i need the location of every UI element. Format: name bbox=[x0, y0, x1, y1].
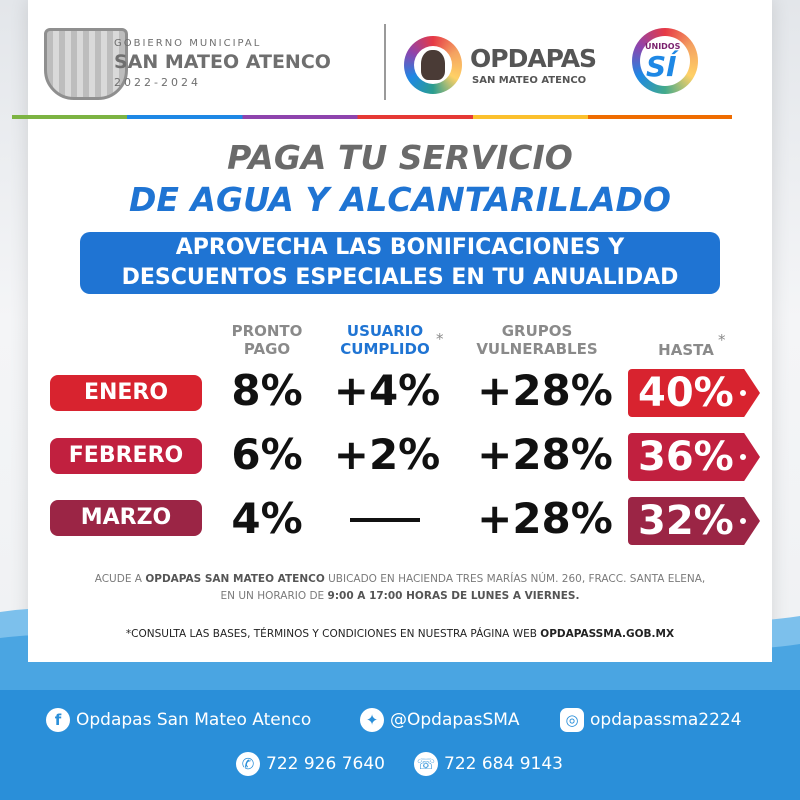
info-address: UBICADO EN HACIENDA TRES MARÍAS NÚM. 260… bbox=[328, 573, 706, 585]
instagram-label: opdapassma2224 bbox=[590, 710, 742, 730]
terms-note: *CONSULTA LAS BASES, TÉRMINOS Y CONDICIO… bbox=[0, 628, 800, 640]
opdapas-logo-icon bbox=[404, 36, 462, 94]
twitter-icon: ✦ bbox=[360, 708, 384, 732]
usuario-enero: +4% bbox=[333, 366, 441, 415]
unidos-label: UNIDOS bbox=[645, 42, 681, 51]
facebook-icon: f bbox=[46, 708, 70, 732]
terms-site[interactable]: OPDAPASSMA.GOB.MX bbox=[540, 628, 675, 640]
total-enero: 40% bbox=[638, 370, 734, 416]
header-divider bbox=[384, 24, 386, 100]
opdapas-name: OPDAPAS bbox=[470, 44, 597, 73]
pronto-febrero: 6% bbox=[231, 430, 303, 479]
twitter-link[interactable]: ✦ @OpdapasSMA bbox=[360, 708, 520, 732]
total-febrero: 36% bbox=[638, 434, 734, 480]
grupos-marzo: +28% bbox=[477, 494, 613, 543]
whatsapp-label: 722 684 9143 bbox=[444, 754, 563, 774]
tag-hole-icon bbox=[740, 454, 746, 460]
tag-febrero: 36% bbox=[628, 433, 760, 481]
usuario-asterisk: * bbox=[436, 330, 444, 348]
grupos-febrero: +28% bbox=[477, 430, 613, 479]
facebook-label: Opdapas San Mateo Atenco bbox=[76, 710, 312, 730]
opdapas-figure-icon bbox=[421, 50, 445, 80]
location-info: ACUDE A OPDAPAS SAN MATEO ATENCO UBICADO… bbox=[0, 571, 800, 605]
col-grupos-line1: GRUPOS bbox=[501, 322, 573, 340]
total-marzo: 32% bbox=[638, 498, 734, 544]
gov-name: SAN MATEO ATENCO bbox=[114, 51, 331, 73]
pronto-marzo: 4% bbox=[231, 494, 303, 543]
phone-link[interactable]: ✆ 722 926 7640 bbox=[236, 752, 385, 776]
terms-panel bbox=[28, 600, 772, 662]
col-header-pronto: PRONTO PAGO bbox=[222, 322, 312, 358]
info-prefix: ACUDE A bbox=[94, 573, 142, 585]
pronto-enero: 8% bbox=[231, 366, 303, 415]
hasta-asterisk: * bbox=[718, 331, 726, 349]
col-usuario-line1: USUARIO bbox=[346, 322, 424, 340]
instagram-link[interactable]: ◎ opdapassma2224 bbox=[560, 708, 742, 732]
usuario-marzo bbox=[350, 518, 420, 522]
col-header-usuario: USUARIO CUMPLIDO bbox=[330, 322, 440, 358]
promo-banner: APROVECHA LAS BONIFICACIONES Y DESCUENTO… bbox=[80, 232, 720, 294]
instagram-icon: ◎ bbox=[560, 708, 584, 732]
grupos-enero: +28% bbox=[477, 366, 613, 415]
col-grupos-line2: VULNERABLES bbox=[476, 340, 598, 358]
title-line-1: PAGA TU SERVICIO bbox=[227, 138, 573, 177]
phone-icon: ✆ bbox=[236, 752, 260, 776]
banner-line-2: DESCUENTOS ESPECIALES EN TU ANUALIDAD bbox=[121, 265, 679, 290]
whatsapp-icon: ☏ bbox=[414, 752, 438, 776]
col-usuario-line2: CUMPLIDO bbox=[340, 340, 430, 358]
month-febrero: FEBRERO bbox=[50, 438, 202, 474]
unidos-si-logo bbox=[632, 28, 698, 94]
phone-label: 722 926 7640 bbox=[266, 754, 385, 774]
col-header-grupos: GRUPOS VULNERABLES bbox=[462, 322, 612, 358]
info-org: OPDAPAS SAN MATEO ATENCO bbox=[145, 573, 325, 585]
title-line-2: DE AGUA Y ALCANTARILLADO bbox=[129, 180, 671, 219]
footer-bar bbox=[0, 690, 800, 800]
terms-text: *CONSULTA LAS BASES, TÉRMINOS Y CONDICIO… bbox=[125, 628, 537, 640]
usuario-febrero: +2% bbox=[333, 430, 441, 479]
banner-line-1: APROVECHA LAS BONIFICACIONES Y bbox=[175, 235, 625, 260]
gov-years: 2022-2024 bbox=[114, 76, 201, 89]
month-marzo: MARZO bbox=[50, 500, 202, 536]
whatsapp-link[interactable]: ☏ 722 684 9143 bbox=[414, 752, 563, 776]
rainbow-divider bbox=[12, 115, 732, 119]
twitter-label: @OpdapasSMA bbox=[390, 710, 520, 730]
tag-enero: 40% bbox=[628, 369, 760, 417]
tag-hole-icon bbox=[740, 390, 746, 396]
col-header-hasta: HASTA bbox=[658, 341, 714, 359]
info-schedule-prefix: EN UN HORARIO DE bbox=[220, 590, 325, 602]
municipal-shield-logo bbox=[44, 28, 128, 100]
si-label: SÍ bbox=[646, 50, 677, 83]
col-pronto-line1: PRONTO bbox=[231, 322, 303, 340]
col-pronto-line2: PAGO bbox=[243, 340, 291, 358]
facebook-link[interactable]: f Opdapas San Mateo Atenco bbox=[46, 708, 311, 732]
tag-hole-icon bbox=[740, 518, 746, 524]
opdapas-subtitle: SAN MATEO ATENCO bbox=[472, 75, 587, 86]
month-enero: ENERO bbox=[50, 375, 202, 411]
info-schedule: 9:00 A 17:00 HORAS DE LUNES A VIERNES. bbox=[327, 590, 580, 602]
gov-label: GOBIERNO MUNICIPAL bbox=[114, 38, 262, 49]
tag-marzo: 32% bbox=[628, 497, 760, 545]
